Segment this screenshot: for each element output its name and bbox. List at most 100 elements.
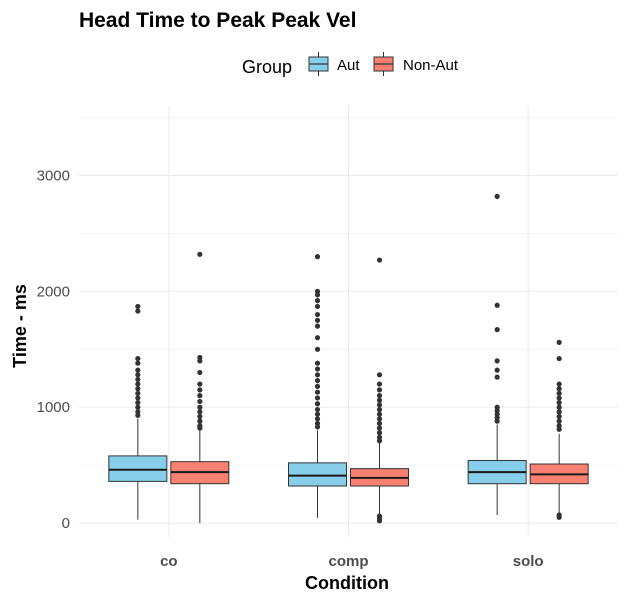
outlier-point (135, 381, 141, 387)
outlier-point (135, 367, 141, 373)
outlier-point (314, 366, 321, 372)
y-tick-label: 0 (62, 515, 70, 532)
outlier-point (556, 339, 562, 345)
outlier-point (197, 404, 203, 410)
box-aut-solo (467, 193, 527, 515)
y-tick-label: 3000 (37, 168, 70, 185)
x-tick-label-co: co (160, 553, 178, 570)
outlier-point (135, 400, 141, 406)
outlier-point (314, 395, 321, 401)
box-non-aut-co (170, 251, 230, 524)
outlier-point (376, 387, 383, 393)
outlier-point (314, 372, 321, 378)
legend: Group Aut Non-Aut (242, 52, 459, 77)
outlier-point (314, 411, 321, 417)
outlier-point (135, 404, 141, 410)
box-plots (108, 193, 589, 524)
outlier-point (556, 413, 562, 420)
outlier-point (556, 418, 562, 424)
legend-label-aut: Aut (337, 57, 360, 74)
outlier-point (197, 358, 203, 364)
outlier-point (494, 193, 500, 199)
box-non-aut-comp (350, 257, 409, 524)
outlier-point (376, 397, 383, 403)
outlier-point (197, 393, 203, 399)
outlier-point (494, 327, 500, 333)
box-aut-co (108, 303, 168, 520)
outlier-point (197, 398, 203, 405)
outlier-point (135, 395, 141, 401)
outlier-point (197, 409, 203, 415)
outlier-point (314, 292, 321, 298)
outlier-point (135, 355, 141, 362)
outlier-point (314, 254, 321, 260)
outlier-point (314, 416, 321, 422)
outlier-point (314, 406, 321, 413)
outlier-point (314, 383, 321, 389)
outlier-point (197, 425, 203, 431)
outlier-point (314, 424, 321, 430)
x-axis-label: Condition (305, 573, 389, 593)
outlier-point (376, 406, 383, 413)
outlier-point (376, 393, 383, 399)
outlier-point (376, 372, 383, 378)
outlier-point (494, 418, 500, 424)
outlier-point (494, 302, 500, 308)
legend-label-non-aut: Non-Aut (403, 57, 459, 74)
outlier-point (197, 418, 203, 424)
outlier-point (135, 360, 141, 366)
outlier-point (376, 430, 383, 436)
y-tick-label: 2000 (37, 283, 70, 300)
x-tick-label-solo: solo (513, 553, 544, 570)
outlier-point (135, 412, 141, 418)
grid-lines (79, 106, 618, 537)
outlier-point (556, 395, 562, 401)
outlier-point (314, 323, 321, 329)
box-non-aut-solo (529, 339, 589, 520)
outlier-point (556, 404, 562, 410)
outlier-point (556, 386, 562, 392)
outlier-point (376, 438, 383, 444)
box-aut-comp (288, 254, 347, 518)
outlier-point (314, 317, 321, 323)
outlier-point (376, 518, 383, 524)
outlier-point (494, 374, 500, 380)
outlier-point (314, 346, 321, 352)
outlier-point (135, 372, 141, 378)
chart-title: Head Time to Peak Peak Vel (79, 9, 356, 32)
outlier-point (135, 308, 141, 314)
outlier-point (197, 251, 203, 257)
outlier-point (135, 303, 141, 310)
outlier-point (494, 358, 500, 364)
outlier-point (197, 413, 203, 420)
outlier-point (314, 377, 321, 384)
y-axis-label: Time - ms (10, 284, 30, 368)
outlier-point (314, 303, 321, 310)
iqr-box-aut-co (108, 455, 168, 482)
outlier-point (556, 390, 562, 396)
outlier-point (314, 401, 321, 407)
x-tick-label-comp: comp (328, 553, 368, 570)
outlier-point (135, 376, 141, 383)
outlier-point (135, 386, 141, 392)
outlier-point (556, 400, 562, 406)
outlier-point (556, 409, 562, 415)
outlier-point (494, 367, 500, 373)
outlier-point (376, 416, 383, 422)
outlier-point (556, 514, 562, 520)
outlier-point (135, 390, 141, 396)
outlier-point (197, 387, 203, 393)
y-tick-label: 1000 (37, 399, 70, 416)
outlier-point (314, 389, 321, 395)
outlier-point (197, 369, 203, 376)
outlier-point (314, 360, 321, 366)
outlier-point (556, 426, 562, 432)
outlier-point (314, 298, 321, 304)
outlier-point (376, 411, 383, 417)
outlier-point (556, 355, 562, 362)
outlier-point (376, 420, 383, 427)
outlier-point (376, 257, 383, 263)
iqr-box-aut-comp (288, 462, 347, 487)
y-axis-ticks: 0 1000 2000 3000 (37, 168, 70, 533)
